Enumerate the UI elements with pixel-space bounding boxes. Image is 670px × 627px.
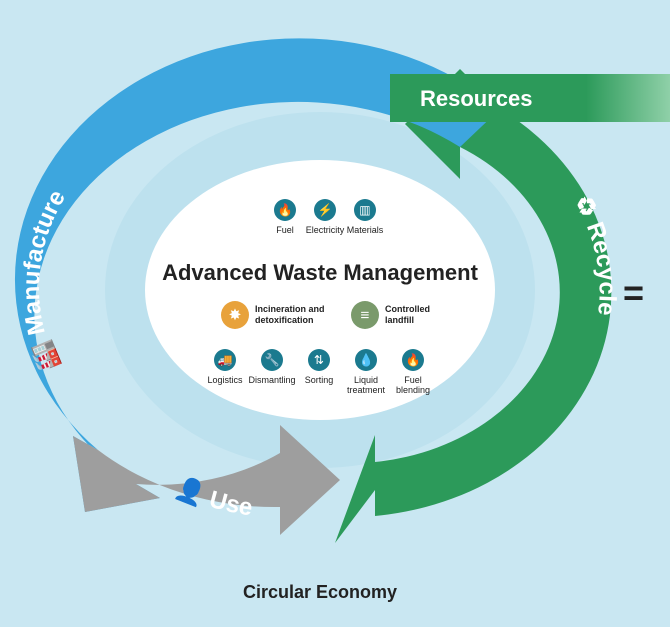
center-panel: 🔥 Fuel ⚡ Electricity ▥ Materials Advanced Was… [145, 160, 495, 420]
svg-text:✸: ✸ [229, 307, 242, 324]
center-row-0: 🔥 Fuel ⚡ Electricity ▥ Materials [274, 199, 384, 235]
circular-economy-diagram: Resources = 🏭 Manufacture 👤 Use ♻ Recycl… [0, 0, 670, 627]
caption: Circular Economy [243, 582, 397, 602]
materials-icon-label: Materials [347, 225, 384, 235]
resources-bar: Resources [390, 74, 670, 122]
electricity-icon-label: Electricity [306, 225, 345, 235]
person-icon: 👤 [172, 473, 215, 512]
svg-text:⚡: ⚡ [317, 203, 332, 218]
svg-text:🚚: 🚚 [217, 353, 232, 367]
svg-text:💧: 💧 [358, 353, 373, 367]
sorting-icon-label: Sorting [305, 375, 334, 385]
svg-text:🔥: 🔥 [405, 353, 420, 367]
svg-text:🔧: 🔧 [264, 352, 279, 367]
svg-text:≡: ≡ [361, 307, 370, 324]
svg-text:🔥: 🔥 [277, 203, 292, 217]
center-title: Advanced Waste Management [162, 260, 478, 285]
equals-sign: = [623, 272, 644, 313]
svg-text:⇅: ⇅ [314, 353, 324, 367]
dismantling-icon-label: Dismantling [248, 375, 295, 385]
resources-label: Resources [420, 86, 533, 111]
logistics-icon-label: Logistics [207, 375, 243, 385]
fuel-icon-label: Fuel [276, 225, 294, 235]
label-manufacture: Manufacture [18, 185, 71, 337]
svg-text:▥: ▥ [359, 203, 370, 217]
factory-icon: 🏭 [25, 331, 63, 375]
